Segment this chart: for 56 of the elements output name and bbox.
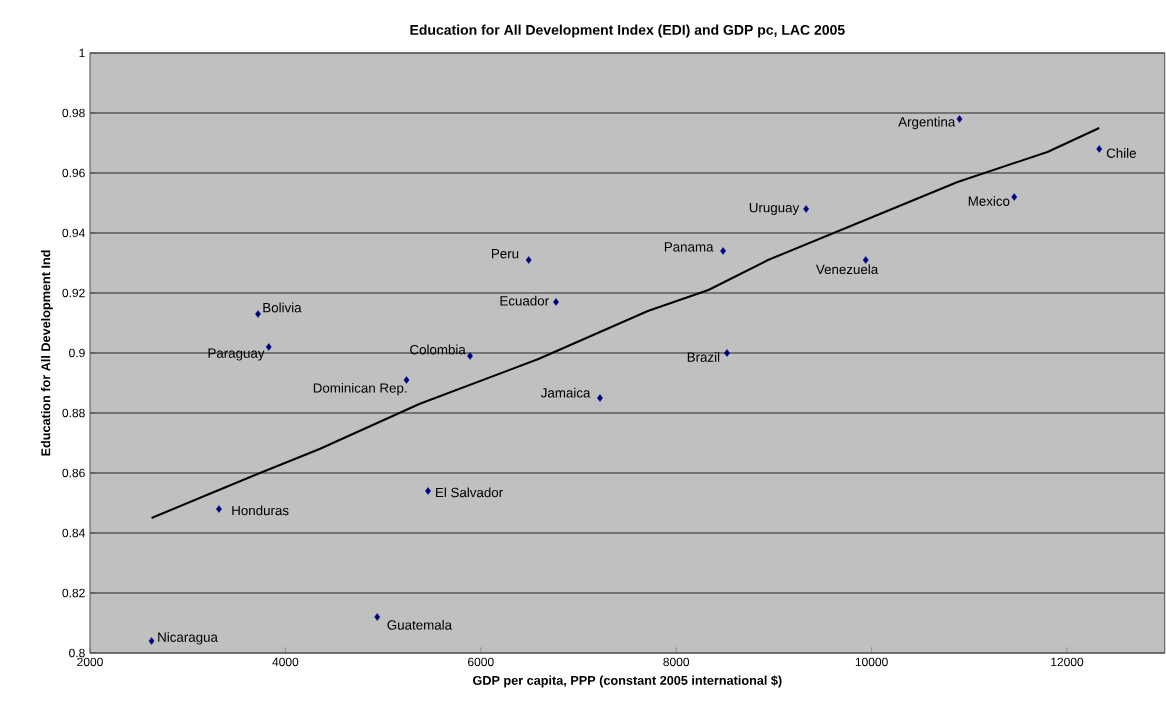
point bbox=[720, 247, 726, 255]
annotation: Argentina bbox=[898, 116, 956, 130]
y-tick-label: 0.88 bbox=[62, 408, 85, 418]
x-tick-label: 8000 bbox=[663, 657, 690, 667]
annotation: Uruguay bbox=[749, 203, 800, 215]
annotation: Paraguay bbox=[208, 348, 265, 361]
y-tick-label: 0.84 bbox=[62, 528, 85, 538]
y-tick-label: 0.82 bbox=[62, 588, 85, 598]
y-tick-label: 0.98 bbox=[62, 108, 85, 118]
y-tick-label: 0.92 bbox=[62, 288, 85, 298]
annotation: Jamaica bbox=[540, 387, 591, 398]
y-tick-label: 0.96 bbox=[62, 168, 85, 178]
y-axis-title: Education for All Development Ind bbox=[40, 250, 53, 456]
annotation: El Salvador bbox=[436, 487, 503, 498]
point bbox=[216, 505, 222, 513]
point bbox=[403, 376, 410, 384]
point bbox=[425, 487, 431, 495]
annotation: Mexico bbox=[968, 196, 1010, 206]
annotation: Peru bbox=[491, 249, 519, 259]
y-tick-label: 0.9 bbox=[69, 348, 85, 358]
annotation: Brazil bbox=[687, 352, 720, 362]
chart-title: Education for All Development Index (EDI) and GDP pc, LAC 2005 bbox=[410, 24, 845, 38]
point bbox=[255, 310, 261, 318]
annotation: Ecuador bbox=[500, 295, 549, 306]
annotation: Honduras bbox=[232, 505, 289, 516]
point bbox=[553, 298, 559, 306]
annotation: Dominican Rep. bbox=[313, 382, 407, 396]
y-tick-label: 1 bbox=[79, 48, 85, 58]
point bbox=[1096, 145, 1103, 153]
annotation: Chile bbox=[1106, 148, 1136, 158]
y-tick-label: 0.94 bbox=[62, 228, 85, 238]
x-axis-title: GDP per capita, PPP (constant 2005 international $) bbox=[473, 675, 782, 688]
point bbox=[374, 613, 381, 621]
point bbox=[1011, 193, 1018, 201]
point bbox=[597, 394, 603, 402]
annotation: Guatemala bbox=[387, 619, 453, 630]
x-tick-label: 12000 bbox=[1051, 657, 1084, 667]
point bbox=[467, 352, 473, 360]
x-tick-label: 6000 bbox=[468, 657, 494, 667]
point bbox=[862, 256, 869, 264]
annotation: Venezuela bbox=[815, 264, 879, 275]
point bbox=[265, 343, 272, 351]
y-tick-label: 0.8 bbox=[69, 648, 85, 658]
y-tick-label: 0.86 bbox=[62, 468, 85, 478]
annotation: Colombia bbox=[410, 344, 466, 355]
x-tick-label: 4000 bbox=[272, 657, 299, 667]
annotation: Nicaragua bbox=[158, 632, 218, 645]
x-tick-label: 2000 bbox=[77, 657, 103, 667]
point bbox=[724, 349, 730, 357]
point bbox=[956, 115, 963, 123]
point bbox=[148, 637, 155, 645]
point bbox=[803, 205, 809, 213]
x-tick-label: 10000 bbox=[855, 657, 888, 667]
annotation: Bolivia bbox=[263, 302, 302, 313]
annotation: Panama bbox=[664, 242, 714, 252]
point bbox=[525, 256, 532, 264]
